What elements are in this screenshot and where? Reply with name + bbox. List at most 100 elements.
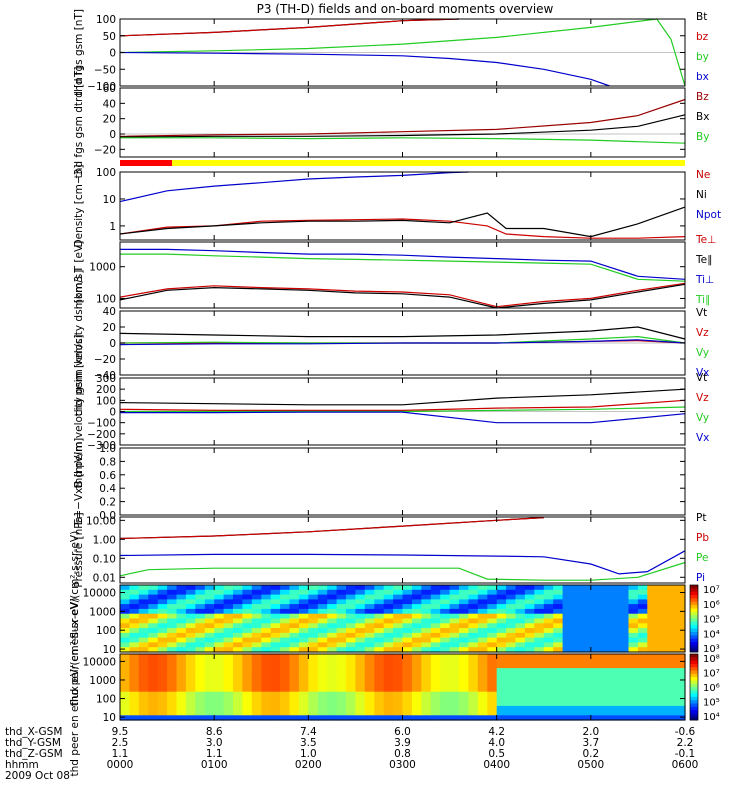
heatmap-cell [524, 589, 535, 596]
heatmap-cell [336, 623, 347, 629]
heatmap-cell [176, 608, 187, 615]
heatmap-cell [261, 628, 272, 634]
heatmap-cell [138, 710, 149, 716]
heatmap-cell [421, 705, 432, 712]
heatmap-cell [364, 589, 375, 596]
series-line [119, 550, 686, 575]
heatmap-cell [195, 637, 206, 643]
heatmap-cell [666, 647, 677, 653]
heatmap-cell [411, 663, 422, 669]
heatmap-cell [572, 701, 582, 707]
heatmap-cell [138, 691, 149, 697]
heatmap-cell [270, 637, 281, 643]
heatmap-cell [619, 663, 630, 669]
heatmap-cell [430, 672, 441, 679]
heatmap-cell [440, 696, 451, 702]
heatmap-cell [364, 618, 375, 624]
heatmap-cell [120, 642, 130, 648]
heatmap-cell [176, 654, 187, 660]
colorbar-swatch [690, 713, 698, 718]
series-line [119, 335, 686, 344]
heatmap-cell [656, 628, 667, 634]
heatmap-cell [581, 618, 592, 624]
heatmap-cell [581, 668, 592, 674]
heatmap-cell [609, 618, 620, 624]
heatmap-cell [609, 658, 620, 664]
heatmap-cell [600, 589, 611, 596]
heatmap-cell [449, 691, 460, 697]
heatmap-cell [233, 677, 243, 683]
axis-row-label: thd_Z-GSM [5, 748, 63, 760]
heatmap-cell [581, 682, 592, 688]
heatmap-cell [167, 637, 178, 643]
heatmap-cell [138, 604, 149, 610]
heatmap-cell [572, 715, 582, 721]
heatmap-cell [515, 585, 526, 591]
heatmap-cell [666, 710, 677, 716]
heatmap-cell [138, 668, 149, 674]
y-tick-label: 20 [103, 322, 116, 334]
heatmap-cell [204, 594, 215, 600]
heatmap-cell [477, 637, 488, 643]
heatmap-cell [214, 623, 225, 629]
heatmap-cell [317, 701, 328, 707]
heatmap-cell [289, 604, 300, 610]
heatmap-cell [251, 691, 262, 697]
heatmap-cell [374, 668, 385, 674]
heatmap-cell [477, 658, 488, 664]
heatmap-cell [308, 608, 319, 615]
heatmap-cell [298, 663, 309, 669]
heatmap-cell [440, 632, 451, 639]
heatmap-cell [242, 632, 253, 639]
heatmap-cell [675, 682, 686, 688]
heatmap-cell [251, 585, 262, 591]
heatmap-cell [656, 715, 667, 721]
heatmap-cell [138, 682, 149, 688]
heatmap-cell [506, 682, 517, 688]
heatmap-cell [270, 672, 281, 679]
heatmap-cell [666, 705, 677, 712]
y-tick-label: 0 [109, 338, 116, 350]
heatmap-cell [176, 663, 187, 669]
heatmap-cell [280, 696, 291, 702]
heatmap-cell [562, 682, 573, 688]
heatmap-cell [185, 668, 196, 674]
heatmap-cell [120, 696, 130, 702]
heatmap-cell [515, 654, 526, 660]
heatmap-cell [148, 658, 159, 664]
heatmap-cell [572, 677, 582, 683]
heatmap-cell [233, 668, 243, 674]
heatmap-cell [609, 623, 620, 629]
heatmap-cell [383, 677, 394, 683]
heatmap-cell [449, 623, 460, 629]
heatmap-cell [487, 613, 498, 620]
heatmap-cell [656, 585, 667, 591]
heatmap-cell [468, 608, 479, 615]
heatmap-cell [251, 715, 262, 721]
heatmap-cell [280, 632, 291, 639]
heatmap-cell [553, 608, 564, 615]
heatmap-cell [261, 632, 272, 639]
heatmap-cell [308, 623, 319, 629]
heatmap-cell [600, 599, 611, 605]
heatmap-cell [609, 672, 620, 679]
heatmap-cell [656, 637, 667, 643]
heatmap-cell [572, 672, 582, 679]
heatmap-cell [374, 705, 385, 712]
heatmap-cell [590, 691, 601, 697]
heatmap-cell [364, 637, 375, 643]
heatmap-cell [675, 637, 686, 643]
heatmap-cell [374, 677, 385, 683]
heatmap-cell [242, 613, 253, 620]
axis-value: 0400 [483, 759, 510, 771]
heatmap-cell [195, 589, 206, 596]
heatmap-cell [619, 604, 630, 610]
panel-7: 1.00.80.60.40.20.0E=−VxB [mV/m] [73, 438, 686, 525]
heatmap-cell [411, 599, 422, 605]
heatmap-cell [590, 613, 601, 620]
heatmap-cell [185, 628, 196, 634]
heatmap-cell [251, 608, 262, 615]
heatmap-cell [440, 677, 451, 683]
heatmap-cell [637, 710, 648, 716]
